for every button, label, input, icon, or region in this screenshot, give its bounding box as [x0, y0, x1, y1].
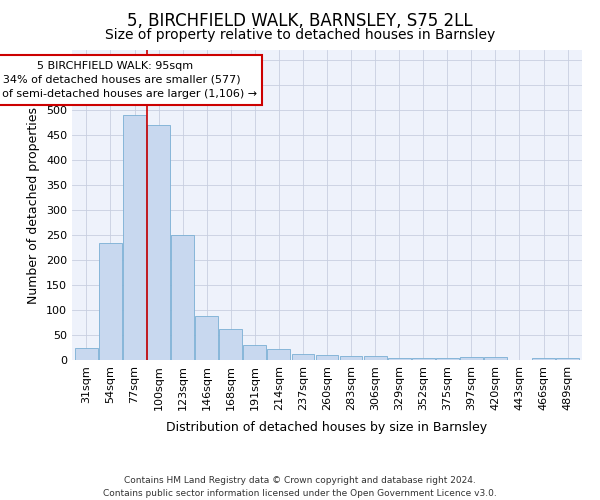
Bar	[460, 356, 483, 360]
Y-axis label: Number of detached properties: Number of detached properties	[28, 106, 40, 304]
Bar	[484, 356, 507, 360]
Bar	[532, 358, 555, 360]
Bar	[123, 115, 146, 360]
Bar	[292, 354, 314, 360]
Bar	[340, 356, 362, 360]
Bar	[364, 356, 386, 360]
Bar	[99, 242, 122, 360]
Bar	[75, 348, 98, 360]
Bar	[388, 358, 410, 360]
Bar	[171, 235, 194, 360]
Text: 5 BIRCHFIELD WALK: 95sqm
← 34% of detached houses are smaller (577)
65% of semi-: 5 BIRCHFIELD WALK: 95sqm ← 34% of detach…	[0, 61, 257, 99]
Bar	[244, 345, 266, 360]
Bar	[316, 354, 338, 360]
Bar	[220, 328, 242, 360]
Bar	[556, 358, 579, 360]
Bar	[268, 349, 290, 360]
Bar	[147, 125, 170, 360]
Bar	[436, 358, 459, 360]
Bar	[412, 358, 434, 360]
Text: 5, BIRCHFIELD WALK, BARNSLEY, S75 2LL: 5, BIRCHFIELD WALK, BARNSLEY, S75 2LL	[127, 12, 473, 30]
Text: Contains HM Land Registry data © Crown copyright and database right 2024.
Contai: Contains HM Land Registry data © Crown c…	[103, 476, 497, 498]
Bar	[195, 316, 218, 360]
X-axis label: Distribution of detached houses by size in Barnsley: Distribution of detached houses by size …	[166, 421, 488, 434]
Text: Size of property relative to detached houses in Barnsley: Size of property relative to detached ho…	[105, 28, 495, 42]
